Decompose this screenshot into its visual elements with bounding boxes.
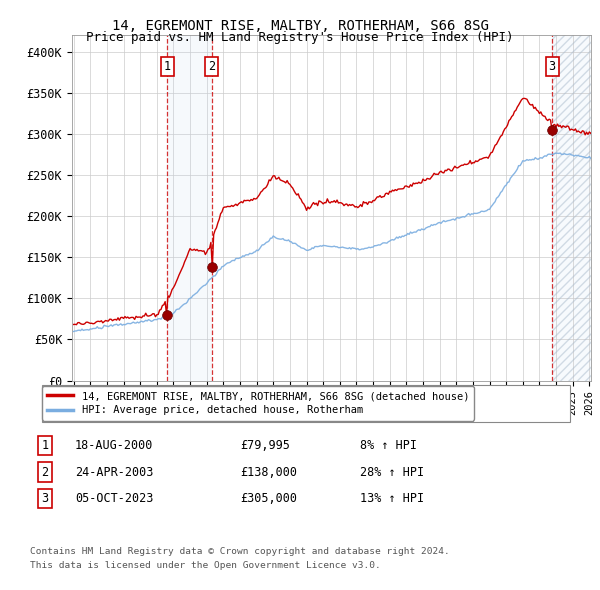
Text: 3: 3 xyxy=(548,60,556,73)
Bar xyxy=(552,35,593,381)
Legend: 14, EGREMONT RISE, MALTBY, ROTHERHAM, S66 8SG (detached house), HPI: Average pri: 14, EGREMONT RISE, MALTBY, ROTHERHAM, S6… xyxy=(42,386,474,421)
Text: Price paid vs. HM Land Registry's House Price Index (HPI): Price paid vs. HM Land Registry's House … xyxy=(86,31,514,44)
Bar xyxy=(552,35,593,381)
Text: 18-AUG-2000: 18-AUG-2000 xyxy=(75,439,154,452)
Text: 14, EGREMONT RISE, MALTBY, ROTHERHAM, S66 8SG: 14, EGREMONT RISE, MALTBY, ROTHERHAM, S6… xyxy=(112,19,488,33)
Text: £138,000: £138,000 xyxy=(240,466,297,478)
Text: 05-OCT-2023: 05-OCT-2023 xyxy=(75,492,154,505)
Text: £79,995: £79,995 xyxy=(240,439,290,452)
Text: 2: 2 xyxy=(208,60,215,73)
Text: 24-APR-2003: 24-APR-2003 xyxy=(75,466,154,478)
Text: 13% ↑ HPI: 13% ↑ HPI xyxy=(360,492,424,505)
Text: 1: 1 xyxy=(41,439,49,452)
Text: 2: 2 xyxy=(41,466,49,478)
Text: £305,000: £305,000 xyxy=(240,492,297,505)
FancyBboxPatch shape xyxy=(42,385,570,422)
Text: 28% ↑ HPI: 28% ↑ HPI xyxy=(360,466,424,478)
Bar xyxy=(167,35,212,381)
Text: 1: 1 xyxy=(164,60,171,73)
Text: Contains HM Land Registry data © Crown copyright and database right 2024.: Contains HM Land Registry data © Crown c… xyxy=(30,547,450,556)
Text: 8% ↑ HPI: 8% ↑ HPI xyxy=(360,439,417,452)
Text: 3: 3 xyxy=(41,492,49,505)
Bar xyxy=(552,35,593,381)
Text: This data is licensed under the Open Government Licence v3.0.: This data is licensed under the Open Gov… xyxy=(30,560,381,570)
